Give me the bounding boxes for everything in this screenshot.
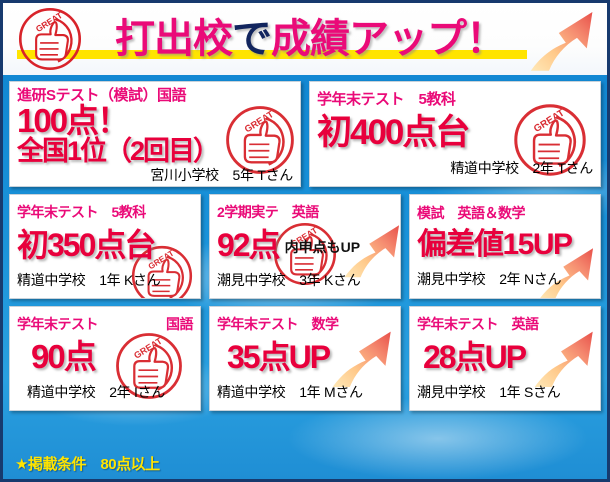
footer-condition: ★掲載条件 80点以上 xyxy=(3,450,607,479)
card-student: 潮見中学校 2年 Nさん xyxy=(417,271,562,288)
card-subject: 学年末テスト 英語 xyxy=(417,316,539,333)
result-card[interactable]: 学年末テスト 5教科 初350点台 精道中学校 1年 Kさん xyxy=(9,194,201,299)
card-result: 偏差値15UP xyxy=(417,227,573,261)
card-student: 精道中学校 1年 Kさん xyxy=(17,271,161,288)
card-student: 精道中学校 2年 Tさん xyxy=(450,160,593,177)
page-title: 打出校で成績アップ！ xyxy=(115,9,506,69)
result-card[interactable]: 学年末テスト 数学 35点UP 精道中学校 1年 Mさん xyxy=(209,306,401,411)
card-subject: 学年末テスト 国語 xyxy=(17,316,194,333)
card-result: 初350点台 xyxy=(17,226,156,263)
card-subject: 学年末テスト 数学 xyxy=(217,316,339,333)
result-card[interactable]: 2学期実テ 英語 92点 内申点もUP 潮見中学校 3年 Kさん xyxy=(209,194,401,299)
results-grid: 進研Sテスト（模試）国語 100点！ 全国1位（2回目） 宮川小学校 5年 Tさ… xyxy=(3,75,607,479)
card-result: 90点 xyxy=(31,338,97,376)
card-student: 潮見中学校 3年 Kさん xyxy=(217,271,361,288)
result-card[interactable]: 学年末テスト 国語 90点 精道中学校 2年 Iさん xyxy=(9,306,201,411)
card-subject: 学年末テスト 5教科 xyxy=(317,90,456,108)
card-student: 宮川小学校 5年 Tさん xyxy=(150,167,293,184)
header-highlight-bar xyxy=(17,50,527,59)
card-result: 35点UP xyxy=(227,338,331,375)
card-subject-topic: 国語 xyxy=(166,316,194,333)
result-card[interactable]: 学年末テスト 5教科 初400点台 精道中学校 2年 Tさん xyxy=(309,81,601,187)
card-subject: 模試 英語＆数学 xyxy=(417,204,526,221)
card-student: 潮見中学校 1年 Sさん xyxy=(417,383,561,400)
page-title-part-1: 打出校 xyxy=(115,17,233,61)
card-result: 92点 xyxy=(217,226,281,263)
card-subject: 進研Sテスト（模試）国語 xyxy=(17,87,187,104)
great-stamp-icon xyxy=(15,6,85,72)
card-student: 精道中学校 1年 Mさん xyxy=(217,383,363,400)
card-subject: 2学期実テ 英語 xyxy=(217,204,319,221)
page-title-part-3: 成績アップ！ xyxy=(271,17,506,61)
results-row-1: 進研Sテスト（模試）国語 100点！ 全国1位（2回目） 宮川小学校 5年 Tさ… xyxy=(9,81,601,187)
card-subject: 学年末テスト 5教科 xyxy=(17,204,146,221)
card-note: 内申点もUP xyxy=(284,239,361,256)
card-result-secondary: 全国1位（2回目） xyxy=(17,135,220,166)
result-card[interactable]: 学年末テスト 英語 28点UP 潮見中学校 1年 Sさん xyxy=(409,306,601,411)
card-result: 初400点台 xyxy=(317,113,470,153)
card-result: 28点UP xyxy=(423,338,527,375)
card-student: 精道中学校 2年 Iさん xyxy=(27,383,165,400)
page-title-part-2: で xyxy=(232,17,272,61)
result-card[interactable]: 進研Sテスト（模試）国語 100点！ 全国1位（2回目） 宮川小学校 5年 Tさ… xyxy=(9,81,301,187)
poster-header: 打出校で成績アップ！ xyxy=(3,3,607,75)
star-icon: ★ xyxy=(15,456,28,473)
card-result: 100点！ xyxy=(17,102,130,140)
card-subject-name: 学年末テスト xyxy=(17,316,99,333)
footer-condition-text: 掲載条件 80点以上 xyxy=(27,456,160,473)
results-row-2: 学年末テスト 5教科 初350点台 精道中学校 1年 Kさん 2学期実テ 英語 … xyxy=(9,194,601,299)
results-row-3: 学年末テスト 国語 90点 精道中学校 2年 Iさん 学年末テスト 数学 35点U… xyxy=(9,306,601,411)
result-card[interactable]: 模試 英語＆数学 偏差値15UP 潮見中学校 2年 Nさん xyxy=(409,194,601,299)
up-right-arrow-icon xyxy=(525,5,601,75)
